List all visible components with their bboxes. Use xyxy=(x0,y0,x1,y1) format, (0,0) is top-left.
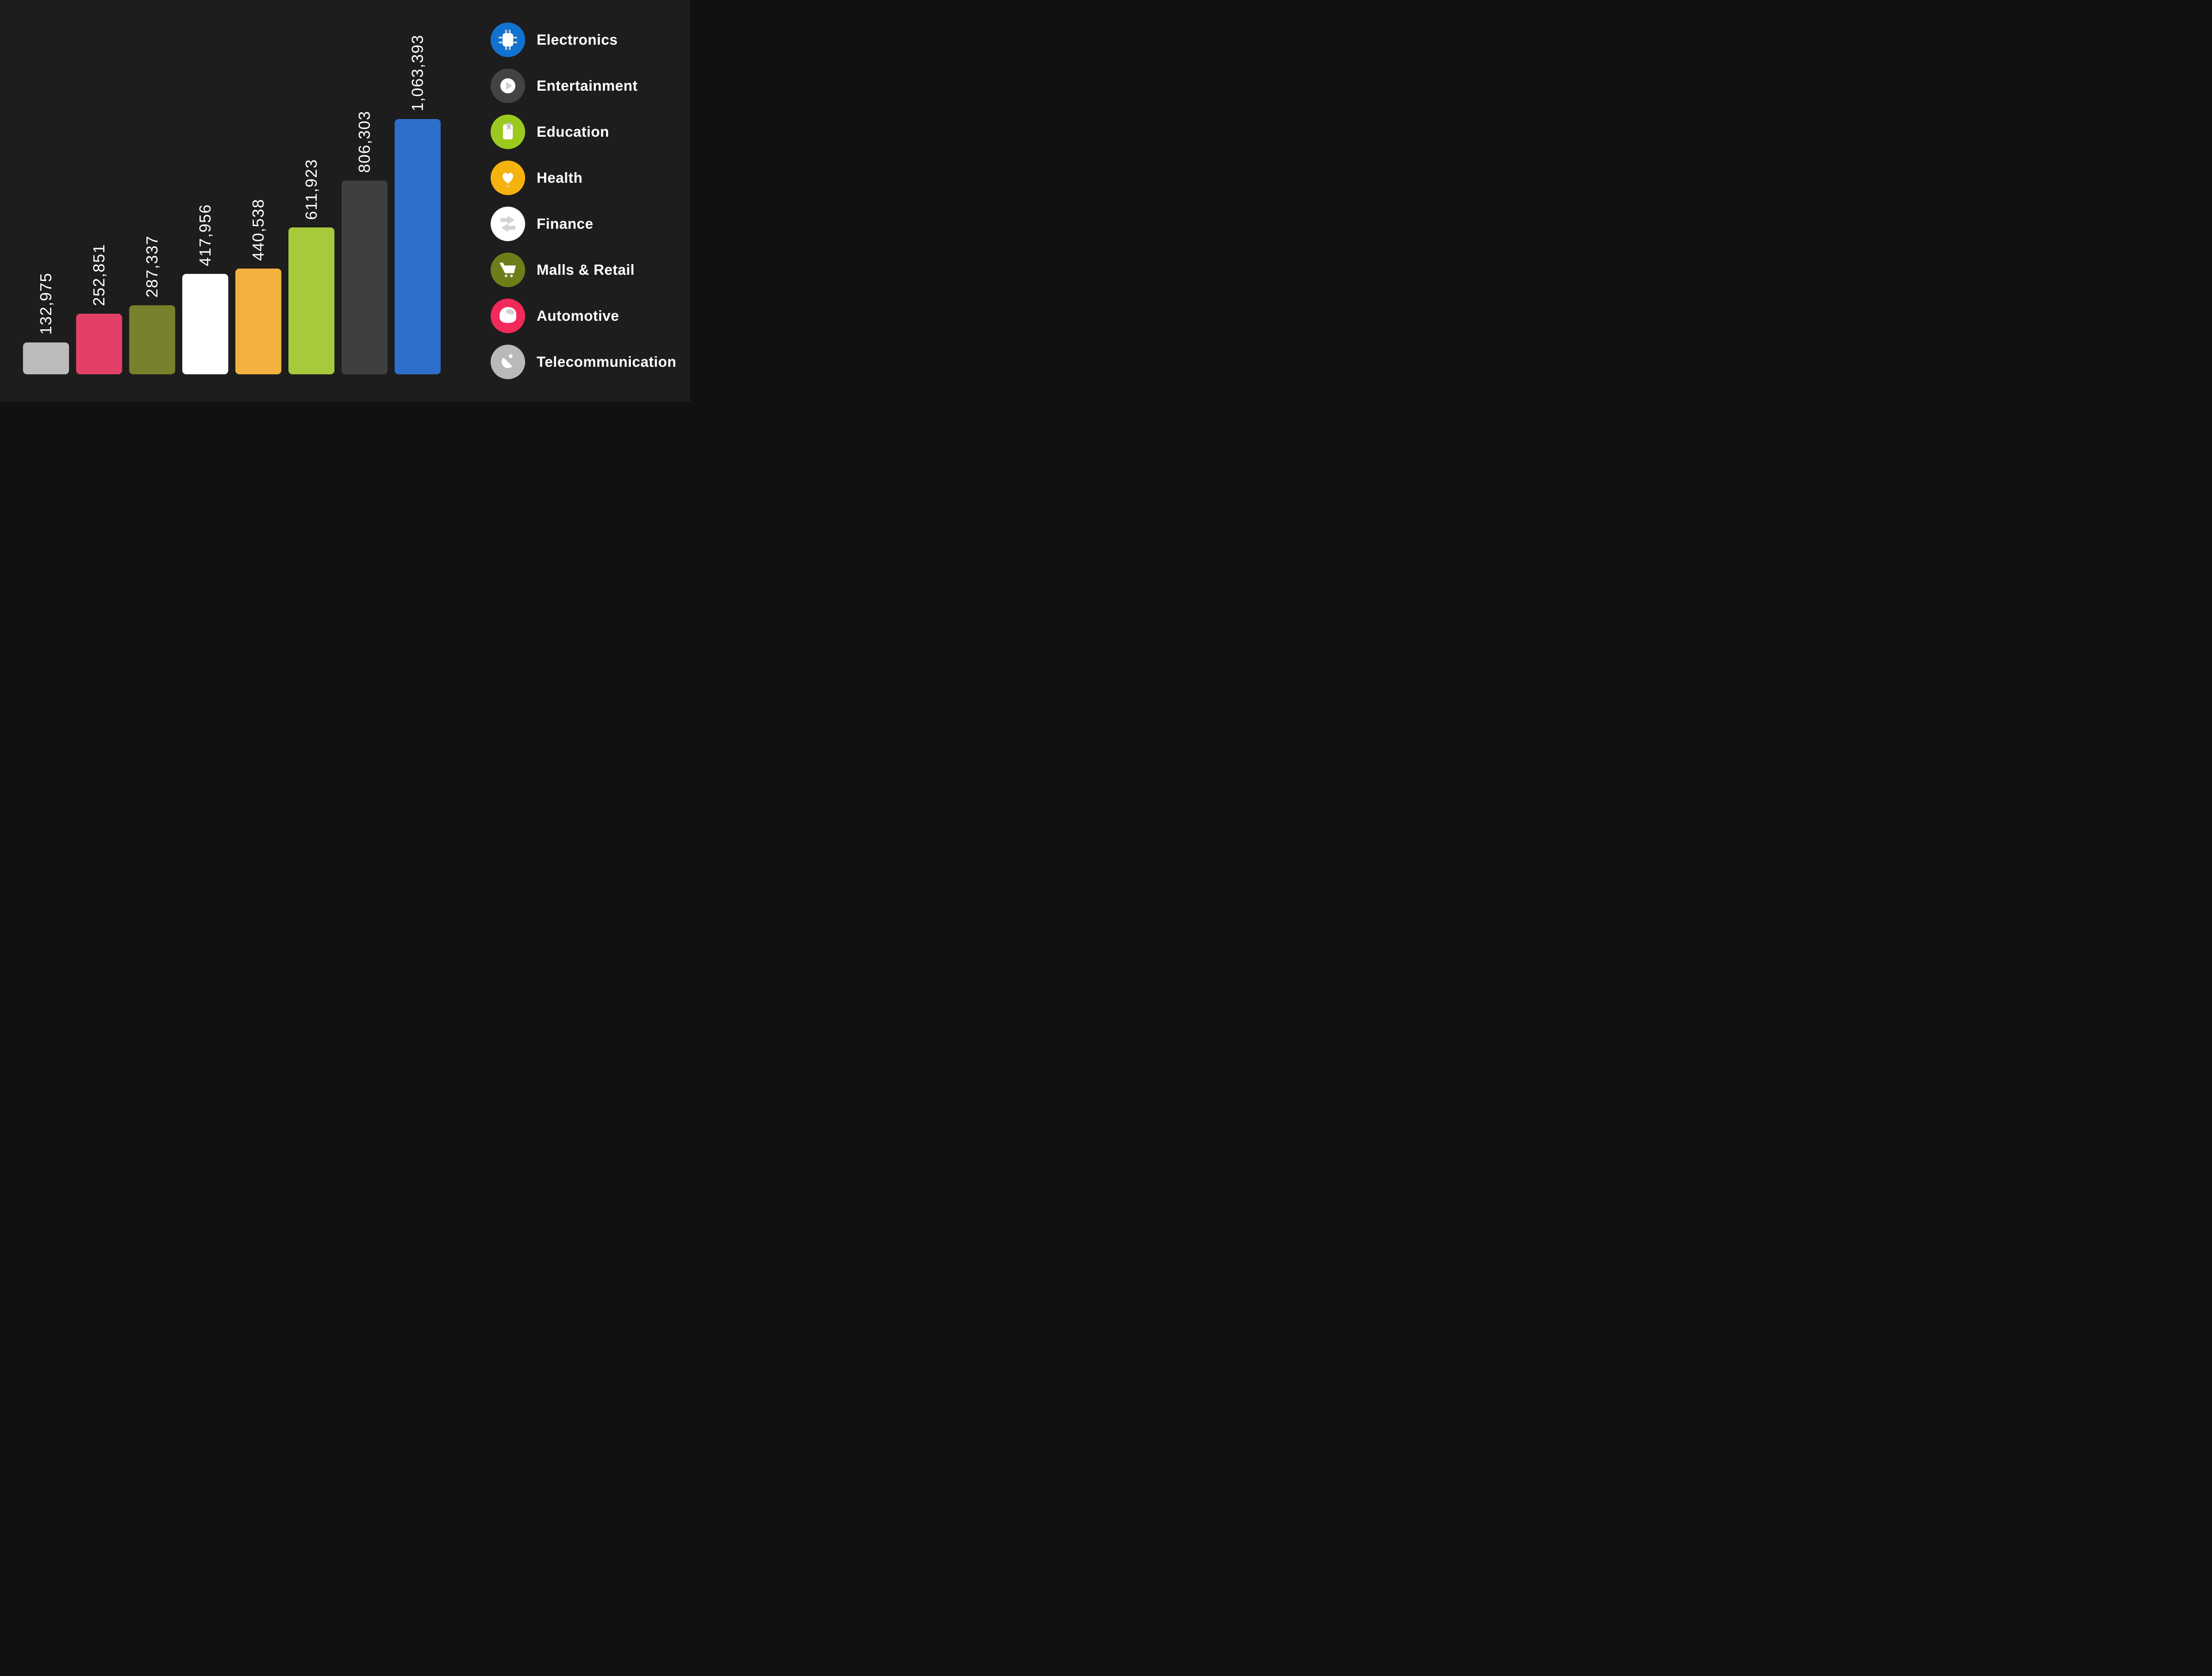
bar-value-label: 287,337 xyxy=(143,235,161,298)
bar-entertainment xyxy=(342,181,388,374)
bar-automotive xyxy=(76,314,122,374)
bar-malls-and-retail xyxy=(129,305,175,374)
legend-badge-electronics xyxy=(491,23,525,57)
bar-chart: 132,975 252,851 287,337 417,956 440,538 611,9… xyxy=(23,35,441,374)
legend-badge-telecommunication xyxy=(491,345,525,379)
legend-label: Education xyxy=(537,123,610,140)
legend-item-malls-and-retail: Malls & Retail xyxy=(491,253,676,287)
bar-column-automotive: 252,851 xyxy=(76,244,122,374)
bar-value-label: 417,956 xyxy=(196,204,214,266)
legend-badge-entertainment xyxy=(491,69,525,103)
legend-badge-finance xyxy=(491,207,525,241)
legend-label: Finance xyxy=(537,215,594,232)
bar-column-telecommunication: 132,975 xyxy=(23,273,69,374)
legend-badge-automotive xyxy=(491,299,525,333)
legend-item-entertainment: Entertainment xyxy=(491,69,676,103)
bar-column-electronics: 1,063,393 xyxy=(395,35,441,374)
infographic-canvas: 132,975 252,851 287,337 417,956 440,538 611,9… xyxy=(0,0,690,402)
bar-column-education: 611,923 xyxy=(288,159,334,374)
cart-icon xyxy=(499,262,516,277)
legend-item-automotive: Automotive xyxy=(491,299,676,333)
legend-label: Telecommunication xyxy=(537,354,676,370)
legend-item-health: Health xyxy=(491,161,676,195)
bar-finance xyxy=(182,274,228,374)
chip-icon xyxy=(499,30,517,50)
helmet-icon xyxy=(499,307,516,323)
bar-column-health: 440,538 xyxy=(235,199,281,374)
legend-label: Malls & Retail xyxy=(537,261,635,278)
legend-item-telecommunication: Telecommunication xyxy=(491,345,676,379)
legend-label: Health xyxy=(537,169,583,186)
legend: Electronics Entertainment Education Health F… xyxy=(491,23,676,379)
legend-item-electronics: Electronics xyxy=(491,23,676,57)
transfer-arrows-icon xyxy=(500,216,515,232)
bar-value-label: 440,538 xyxy=(249,199,267,261)
book-icon xyxy=(503,123,513,139)
heart-icon xyxy=(503,173,513,188)
legend-label: Automotive xyxy=(537,308,619,324)
bar-value-label: 252,851 xyxy=(90,244,108,306)
bar-value-label: 1,063,393 xyxy=(408,35,426,111)
legend-item-finance: Finance xyxy=(491,207,676,241)
legend-badge-health xyxy=(491,161,525,195)
play-icon xyxy=(500,78,515,93)
bar-electronics xyxy=(395,119,441,374)
legend-label: Electronics xyxy=(537,31,618,48)
legend-item-education: Education xyxy=(491,115,676,149)
bar-column-malls-and-retail: 287,337 xyxy=(129,235,175,374)
bar-value-label: 611,923 xyxy=(302,159,320,220)
bar-health xyxy=(235,269,281,374)
legend-badge-education xyxy=(491,115,525,149)
bar-telecommunication xyxy=(23,342,69,374)
bar-value-label: 132,975 xyxy=(37,273,55,335)
bar-column-entertainment: 806,303 xyxy=(342,111,388,374)
bar-column-finance: 417,956 xyxy=(182,204,228,374)
legend-badge-malls-and-retail xyxy=(491,253,525,287)
satellite-dish-icon xyxy=(501,354,513,369)
bar-value-label: 806,303 xyxy=(355,111,373,173)
bar-education xyxy=(288,227,334,374)
legend-label: Entertainment xyxy=(537,77,638,94)
